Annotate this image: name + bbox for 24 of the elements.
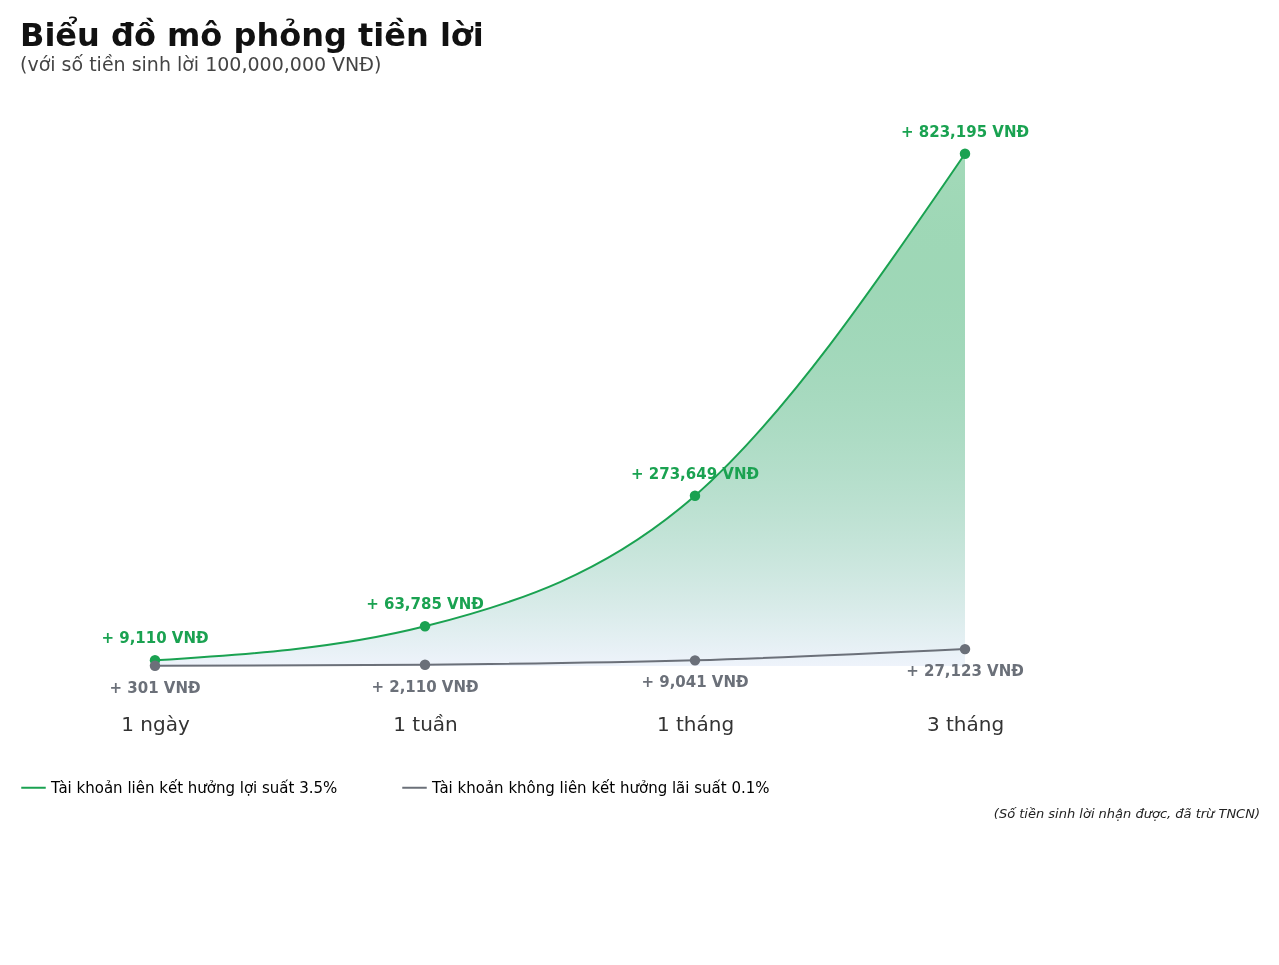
data-label: + 9,041 VNĐ: [641, 673, 749, 692]
point: [689, 490, 701, 501]
data-label: + 27,123 VNĐ: [906, 662, 1024, 681]
data-label: + 63,785 VNĐ: [366, 595, 484, 614]
data-label: + 2,110 VNĐ: [371, 677, 479, 696]
point: [959, 643, 971, 655]
data-label: + 301 VNĐ: [109, 678, 201, 697]
point: [419, 659, 431, 670]
chart-title: Biểu đồ mô phỏng tiền lời: [20, 16, 484, 54]
x-tick-label: 1 ngày: [121, 711, 190, 736]
data-label: + 9,110 VNĐ: [101, 629, 209, 648]
x-tick-label: 3 tháng: [926, 711, 1005, 736]
point: [959, 148, 971, 160]
text: (Số tiền sinh lời nhận được, đã trừ TNCN): [992, 806, 1260, 821]
point: [149, 660, 161, 672]
data-label: + 273,649 VNĐ: [630, 464, 760, 483]
point: [419, 621, 431, 632]
x-tick-label: 1 tuần: [393, 711, 458, 736]
legend-label: Tài khoản liên kết hưởng lợi suất 3.5%: [50, 778, 338, 797]
chart-subtitle: (với số tiền sinh lời 100,000,000 VNĐ): [20, 53, 382, 75]
point: [689, 655, 701, 666]
data-label: + 823,195 VNĐ: [900, 122, 1030, 141]
x-tick-label: 1 tháng: [656, 711, 735, 736]
legend-label: Tài khoản không liên kết hưởng lãi suất 0.1%: [431, 778, 770, 797]
